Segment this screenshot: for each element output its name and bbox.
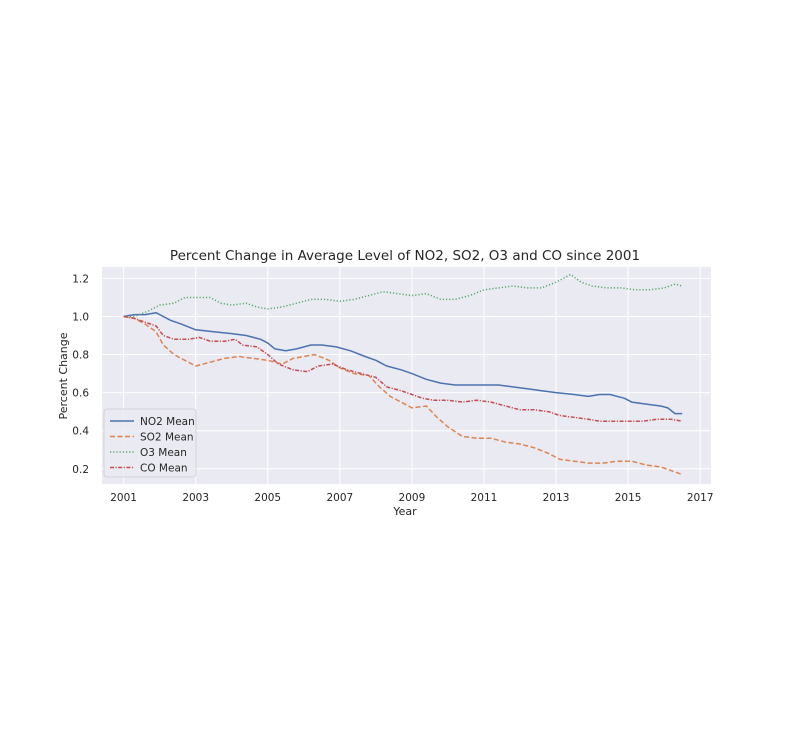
y-tick-label: 1.0 bbox=[72, 311, 89, 323]
series-lines bbox=[123, 273, 683, 476]
x-tick-label: 2003 bbox=[182, 492, 209, 504]
x-axis-label: Year bbox=[392, 505, 417, 518]
x-tick-label: 2005 bbox=[254, 492, 281, 504]
plot-area bbox=[102, 267, 711, 484]
x-tick-label: 2011 bbox=[471, 492, 498, 504]
series-line-so2 bbox=[123, 315, 683, 476]
x-tick-label: 2013 bbox=[543, 492, 570, 504]
legend-label: O3 Mean bbox=[140, 447, 187, 459]
legend-label: CO Mean bbox=[140, 463, 188, 475]
chart-title: Percent Change in Average Level of NO2, … bbox=[170, 248, 640, 264]
series-line-no2 bbox=[123, 311, 683, 415]
legend-box bbox=[103, 408, 197, 478]
y-tick-label: 0.4 bbox=[72, 426, 89, 438]
x-tick-label: 2015 bbox=[615, 492, 642, 504]
y-axis-label: Percent Change bbox=[57, 332, 70, 419]
gridlines bbox=[102, 267, 711, 484]
x-axis-ticks: 2001 2003 2005 2007 2009 2011 2013 2015 2017 bbox=[110, 492, 713, 504]
legend-label: SO2 Mean bbox=[140, 432, 194, 444]
y-axis-ticks: 0.2 0.4 0.6 0.8 1.0 1.2 bbox=[72, 273, 89, 475]
y-tick-label: 0.8 bbox=[72, 350, 89, 362]
x-tick-label: 2001 bbox=[110, 492, 137, 504]
legend-label: NO2 Mean bbox=[140, 416, 195, 428]
legend: NO2 Mean SO2 Mean O3 Mean CO Mean bbox=[103, 408, 197, 478]
y-tick-label: 0.6 bbox=[72, 388, 89, 400]
series-line-co bbox=[123, 315, 683, 422]
x-tick-label: 2017 bbox=[687, 492, 714, 504]
y-tick-label: 1.2 bbox=[72, 273, 89, 285]
x-tick-label: 2009 bbox=[399, 492, 426, 504]
x-tick-label: 2007 bbox=[326, 492, 353, 504]
y-tick-label: 0.2 bbox=[72, 464, 89, 476]
